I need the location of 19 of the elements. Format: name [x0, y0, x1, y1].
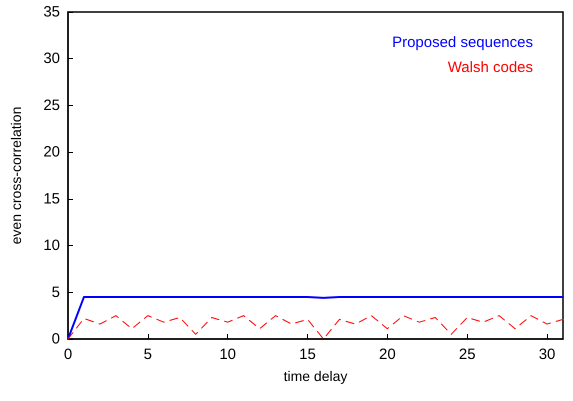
x-tick-label: 10 — [219, 346, 236, 363]
y-tick-label: 20 — [43, 144, 60, 161]
x-tick-label: 5 — [144, 346, 152, 363]
text: Proposed sequences — [392, 34, 533, 51]
y-tick-label: 15 — [43, 190, 60, 208]
x-tick-label: 20 — [379, 346, 396, 363]
y-tick-label: 0 — [52, 330, 60, 348]
x-tick-label: 0 — [64, 346, 72, 363]
y-tick-label: 35 — [43, 4, 60, 20]
x-tick-label: 25 — [458, 346, 476, 363]
x-tick-label: 15 — [299, 346, 316, 363]
y-tick-label: 30 — [43, 50, 60, 68]
text: Walsh codes — [448, 59, 533, 76]
y-tick-label: 5 — [52, 284, 60, 301]
y-tick-label: 10 — [43, 237, 60, 254]
x-tick-label: 30 — [538, 346, 556, 363]
y-axis-title: even cross-correlation — [8, 106, 24, 244]
x-axis-title: time delay — [284, 368, 348, 384]
y-tick-label: 25 — [43, 96, 60, 114]
